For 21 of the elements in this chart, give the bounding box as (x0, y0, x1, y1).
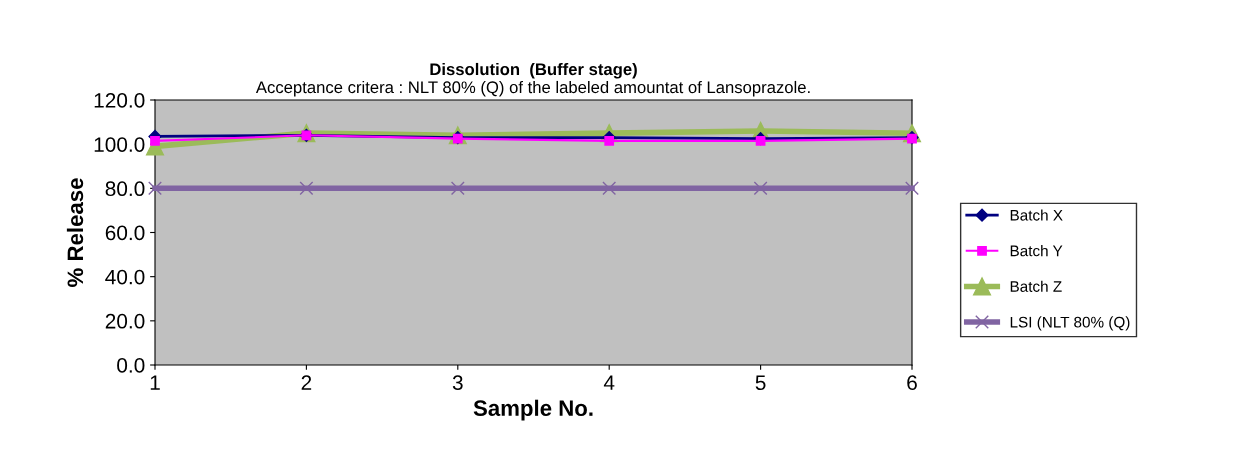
x-tick-label: 5 (755, 375, 766, 391)
x-axis-title: Sample No. (473, 399, 593, 421)
y-tick-label: 0.0 (117, 358, 145, 373)
x-tick-label: 1 (150, 375, 160, 390)
y-tick-label: 100.0 (94, 137, 145, 152)
x-tick-label: 6 (907, 375, 917, 391)
chart-title: Dissolution (Buffer stage) (430, 62, 637, 79)
y-tick-label: 20.0 (105, 313, 145, 329)
chart-subtitle: Acceptance critera : NLT 80% (Q) of the labeled amountat of Lansoprazole. (255, 80, 810, 97)
x-tick-label: 4 (603, 375, 615, 390)
legend-label: Batch Z (1010, 280, 1062, 292)
legend-label: Batch X (1010, 209, 1063, 221)
x-tick-label: 2 (301, 375, 312, 390)
legend-label: Batch Y (1010, 245, 1063, 257)
y-tick-label: 60.0 (105, 225, 145, 241)
y-tick-label: 40.0 (105, 269, 145, 285)
y-axis-title: % Release (66, 178, 84, 287)
y-tick-label: 80.0 (105, 181, 145, 197)
legend-label: LSI (NLT 80% (Q) (1010, 316, 1130, 331)
x-tick-label: 3 (452, 375, 463, 391)
y-tick-label: 120.0 (94, 93, 145, 108)
